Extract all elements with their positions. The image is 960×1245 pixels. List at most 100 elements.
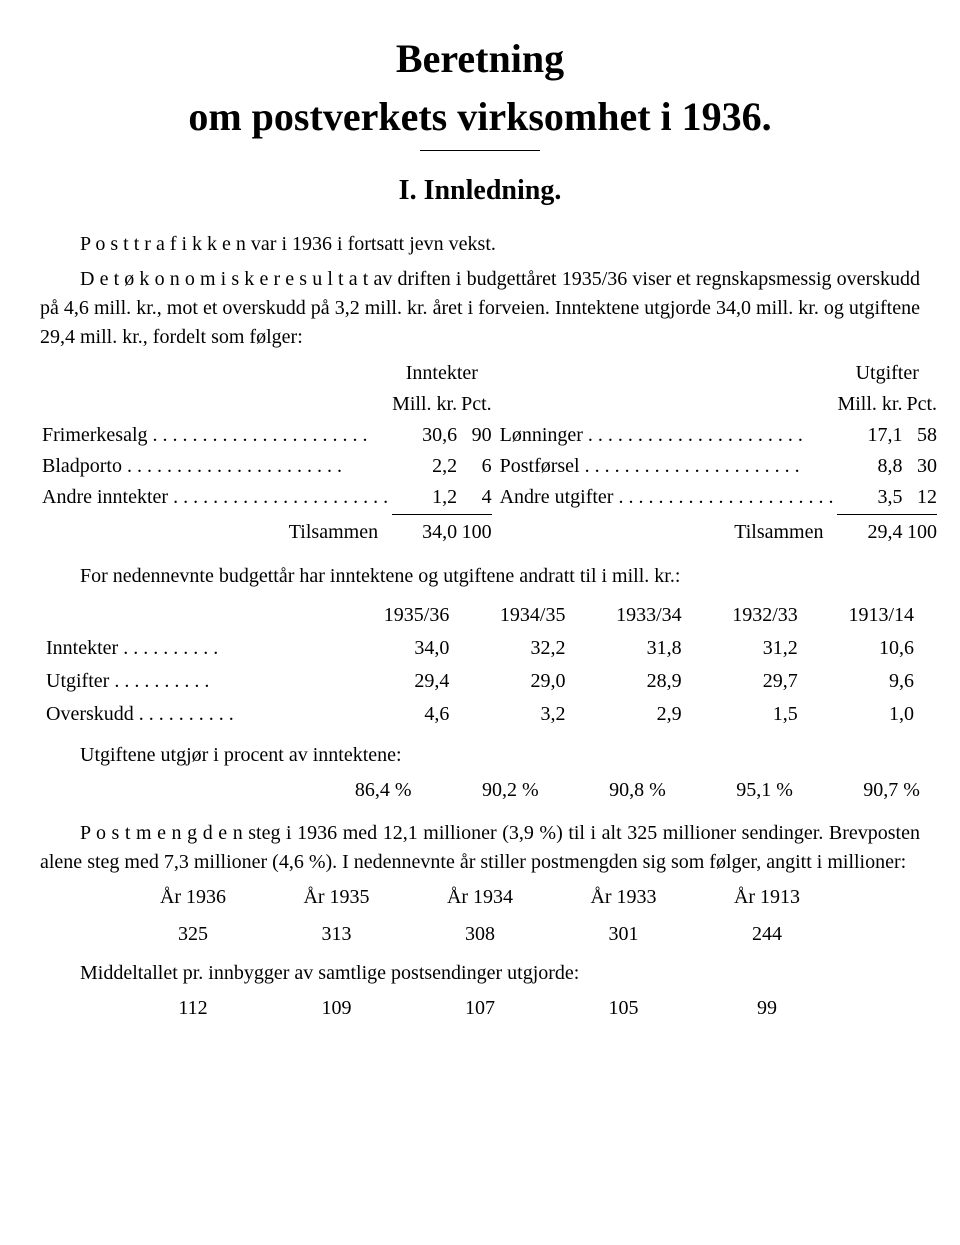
table-row: Postførsel 8,8 30 xyxy=(498,451,939,482)
mail-year-v: 244 xyxy=(704,920,830,949)
mail-year-h: År 1913 xyxy=(704,883,830,912)
pct-row: 86,4 % 90,2 % 90,8 % 95,1 % 90,7 % xyxy=(40,776,920,805)
expense-header: Utgifter xyxy=(835,358,939,389)
mail-years-headers: År 1936 År 1935 År 1934 År 1933 År 1913 xyxy=(130,883,830,912)
avg-val: 112 xyxy=(130,994,256,1023)
title-line-2: om postverkets virksomhet i 1936. xyxy=(40,88,920,146)
table-row: Frimerkesalg 30,6 90 xyxy=(40,420,494,451)
expense-v2: 58 xyxy=(904,420,939,451)
cell: 1,0 xyxy=(804,698,920,731)
pct-val: 90,2 % xyxy=(427,776,539,805)
cell: 28,9 xyxy=(571,665,687,698)
cell: 29,7 xyxy=(688,665,804,698)
income-v1: 2,2 xyxy=(390,451,459,482)
table-row: Inntekter 34,0 32,2 31,8 31,2 10,6 xyxy=(40,632,920,665)
mail-year-v: 301 xyxy=(561,920,687,949)
expense-column: Utgifter Mill. kr. Pct. Lønninger 17,1 5… xyxy=(498,358,920,548)
income-sum-v2: 100 xyxy=(459,517,494,548)
expense-unit-2: Pct. xyxy=(904,389,939,420)
paragraph-3: For nedennevnte budgettår har inntektene… xyxy=(40,562,920,591)
income-unit-1: Mill. kr. xyxy=(390,389,459,420)
title-line-1: Beretning xyxy=(40,30,920,88)
expense-v1: 17,1 xyxy=(835,420,904,451)
avg-val: 107 xyxy=(417,994,543,1023)
pct-intro: Utgiftene utgjør i procent av inntektene… xyxy=(40,741,920,770)
income-unit-2: Pct. xyxy=(459,389,494,420)
cell: 2,9 xyxy=(571,698,687,731)
table-row: Overskudd 4,6 3,2 2,9 1,5 1,0 xyxy=(40,698,920,731)
paragraph-1: P o s t t r a f i k k e n var i 1936 i f… xyxy=(40,230,920,259)
para4-lead: P o s t m e n g d e n xyxy=(80,822,243,844)
paragraph-5: Middeltallet pr. innbygger av samtlige p… xyxy=(40,959,920,988)
para2-lead: D e t ø k o n o m i s k e r e s u l t a … xyxy=(80,268,368,290)
expense-v1: 3,5 xyxy=(835,482,904,513)
para1-lead: P o s t t r a f i k k e n xyxy=(80,233,246,255)
expense-sum-row: Tilsammen 29,4 100 xyxy=(498,517,939,548)
years-row-label: Overskudd xyxy=(46,703,234,725)
years-h2: 1934/35 xyxy=(455,599,571,632)
years-row-label: Inntekter xyxy=(46,637,218,659)
pct-val: 90,7 % xyxy=(808,776,920,805)
mail-years-values: 325 313 308 301 244 xyxy=(130,920,830,949)
years-h3: 1933/34 xyxy=(571,599,687,632)
cell: 31,2 xyxy=(688,632,804,665)
expense-table: Utgifter Mill. kr. Pct. Lønninger 17,1 5… xyxy=(498,358,939,548)
income-header: Inntekter xyxy=(390,358,494,389)
expense-sum-v2: 100 xyxy=(904,517,939,548)
pct-val: 95,1 % xyxy=(681,776,793,805)
document-page: Beretning om postverkets virksomhet i 19… xyxy=(0,0,960,1245)
expense-v2: 30 xyxy=(904,451,939,482)
cell: 29,4 xyxy=(339,665,455,698)
years-h1: 1935/36 xyxy=(339,599,455,632)
cell: 1,5 xyxy=(688,698,804,731)
years-h5: 1913/14 xyxy=(804,599,920,632)
income-sum-label: Tilsammen xyxy=(289,521,378,543)
expense-label: Andre utgifter xyxy=(500,486,614,508)
avg-values-row: 112 109 107 105 99 xyxy=(130,994,830,1023)
pct-val: 90,8 % xyxy=(554,776,666,805)
mail-year-h: År 1935 xyxy=(274,883,400,912)
table-row: Utgifter 29,4 29,0 28,9 29,7 9,6 xyxy=(40,665,920,698)
para1-rest: var i 1936 i fortsatt jevn vekst. xyxy=(246,233,496,255)
expense-v1: 8,8 xyxy=(835,451,904,482)
avg-val: 109 xyxy=(274,994,400,1023)
pct-val: 86,4 % xyxy=(300,776,412,805)
years-table: 1935/36 1934/35 1933/34 1932/33 1913/14 … xyxy=(40,599,920,731)
mail-year-h: År 1936 xyxy=(130,883,256,912)
section-heading: I. Innledning. xyxy=(40,171,920,212)
income-v2: 6 xyxy=(459,451,494,482)
cell: 34,0 xyxy=(339,632,455,665)
cell: 10,6 xyxy=(804,632,920,665)
mail-year-h: År 1934 xyxy=(417,883,543,912)
paragraph-4: P o s t m e n g d e n steg i 1936 med 12… xyxy=(40,819,920,877)
income-v2: 4 xyxy=(459,482,494,513)
mail-year-v: 325 xyxy=(130,920,256,949)
expense-label: Postførsel xyxy=(500,455,580,477)
income-label: Frimerkesalg xyxy=(42,424,148,446)
table-row: Bladporto 2,2 6 xyxy=(40,451,494,482)
table-row: Lønninger 17,1 58 xyxy=(498,420,939,451)
cell: 29,0 xyxy=(455,665,571,698)
title-rule xyxy=(420,150,540,151)
table-row: Andre inntekter 1,2 4 xyxy=(40,482,494,513)
years-row-label: Utgifter xyxy=(46,670,209,692)
expense-sum-v1: 29,4 xyxy=(835,517,904,548)
cell: 4,6 xyxy=(339,698,455,731)
income-label: Andre inntekter xyxy=(42,486,168,508)
income-v2: 90 xyxy=(459,420,494,451)
sum-rule xyxy=(837,514,937,516)
expense-label: Lønninger xyxy=(500,424,583,446)
years-h4: 1932/33 xyxy=(688,599,804,632)
expense-sum-label: Tilsammen xyxy=(734,521,823,543)
income-expense-block: Inntekter Mill. kr. Pct. Frimerkesalg 30… xyxy=(40,358,920,548)
income-table: Inntekter Mill. kr. Pct. Frimerkesalg 30… xyxy=(40,358,494,548)
mail-year-h: År 1933 xyxy=(561,883,687,912)
sum-rule xyxy=(392,514,492,516)
expense-unit-1: Mill. kr. xyxy=(835,389,904,420)
income-sum-v1: 34,0 xyxy=(390,517,459,548)
expense-v2: 12 xyxy=(904,482,939,513)
income-label: Bladporto xyxy=(42,455,122,477)
cell: 32,2 xyxy=(455,632,571,665)
years-header-row: 1935/36 1934/35 1933/34 1932/33 1913/14 xyxy=(40,599,920,632)
avg-val: 99 xyxy=(704,994,830,1023)
